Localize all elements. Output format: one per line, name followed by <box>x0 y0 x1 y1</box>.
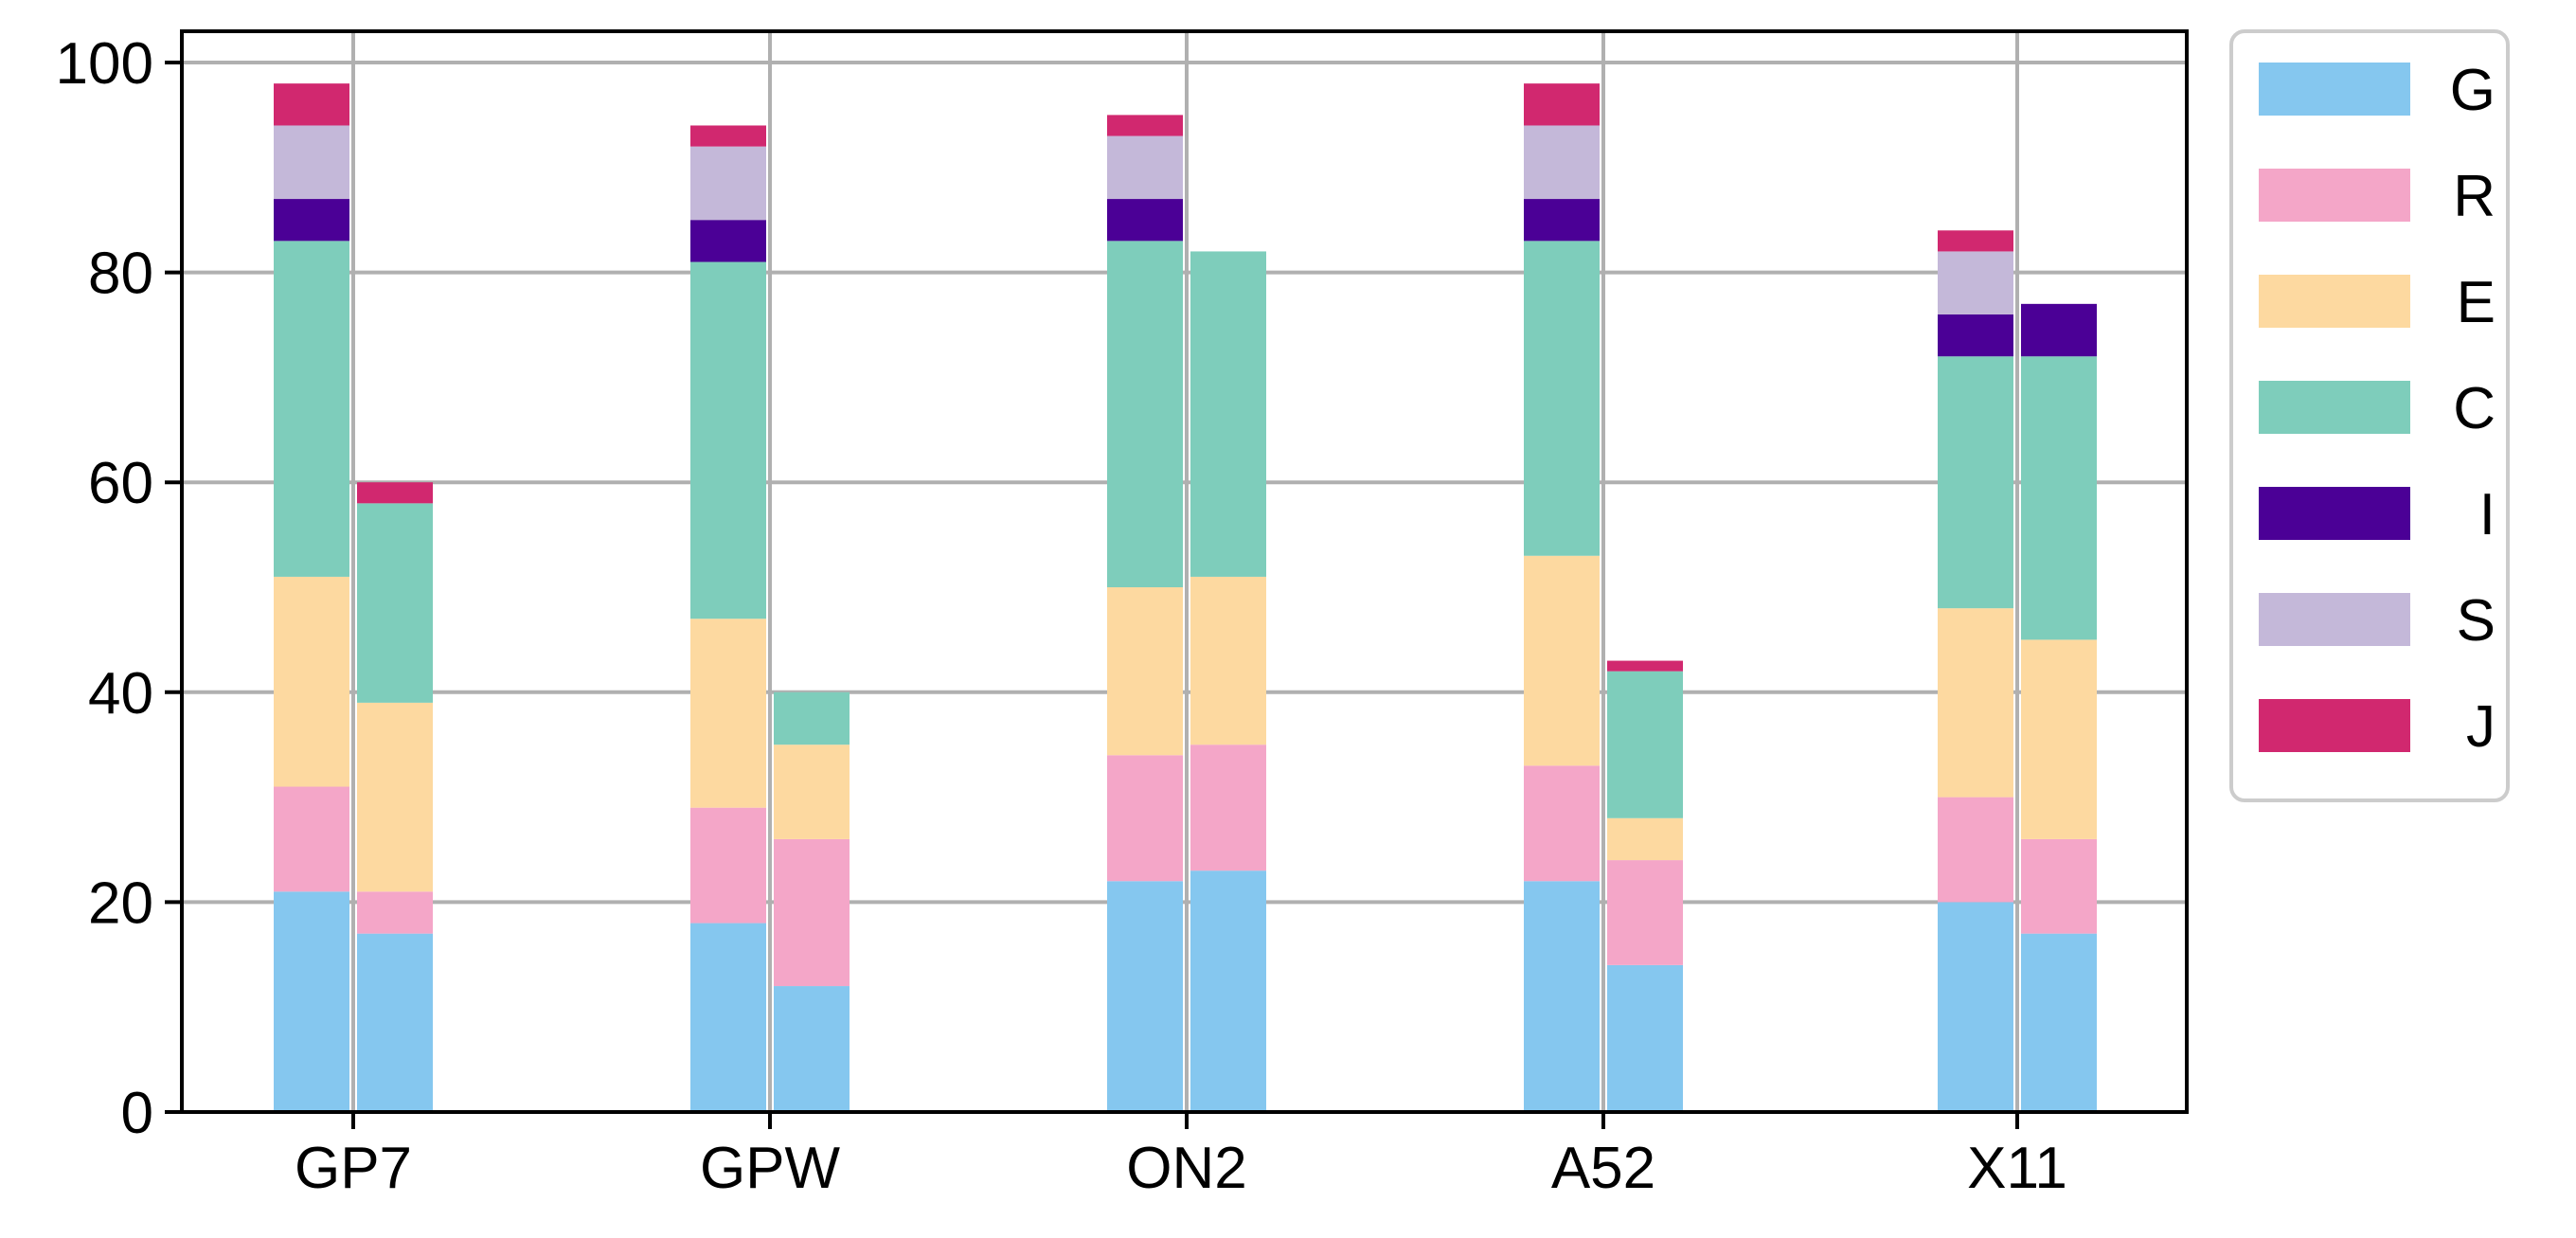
bar-segment-C-A52-left <box>1524 241 1600 556</box>
bar-segment-G-ON2-right <box>1190 870 1266 1112</box>
bar-segment-S-A52-left <box>1524 125 1600 200</box>
bar-segment-J-GP7-left <box>274 83 349 126</box>
bar-segment-G-X11-left <box>1938 902 2013 1112</box>
x-tick-label: X11 <box>1967 1136 2067 1201</box>
bars <box>274 83 2097 1112</box>
bar-segment-C-ON2-right <box>1190 251 1266 577</box>
legend-label-E: E <box>2457 270 2496 335</box>
bar-segment-R-GPW-left <box>690 807 766 924</box>
bar-segment-G-GP7-left <box>274 891 349 1112</box>
x-tick-label: A52 <box>1551 1136 1655 1201</box>
y-tick-label: 0 <box>121 1081 153 1146</box>
bar-segment-G-GPW-right <box>774 986 850 1112</box>
bar-segment-J-ON2-left <box>1107 115 1183 136</box>
bar-segment-C-A52-right <box>1607 671 1683 818</box>
y-tick-label: 40 <box>88 661 153 727</box>
y-tick-label: 60 <box>88 451 153 516</box>
bar-segment-G-GP7-right <box>357 933 433 1112</box>
bar-segment-E-X11-left <box>1938 608 2013 798</box>
bar-segment-E-A52-left <box>1524 555 1600 766</box>
x-tick-label: GPW <box>700 1136 841 1201</box>
bar-segment-J-A52-left <box>1524 83 1600 126</box>
y-axis: 0 20 40 60 80 100 <box>56 31 182 1146</box>
bar-segment-I-GP7-left <box>274 199 349 242</box>
bar-segment-E-ON2-left <box>1107 587 1183 756</box>
legend-label-I: I <box>2479 482 2496 547</box>
bar-segment-C-GP7-right <box>357 503 433 703</box>
legend-swatch-J <box>2259 699 2410 752</box>
bar-segment-R-GP7-right <box>357 891 433 934</box>
bar-segment-I-ON2-left <box>1107 199 1183 242</box>
legend-label-R: R <box>2453 164 2496 229</box>
bar-segment-R-X11-left <box>1938 797 2013 903</box>
bar-segment-C-X11-left <box>1938 356 2013 609</box>
bar-segment-E-GP7-right <box>357 702 433 892</box>
bar-segment-I-A52-left <box>1524 199 1600 242</box>
legend-swatch-C <box>2259 381 2410 434</box>
grid <box>182 31 2187 1112</box>
legend-swatch-S <box>2259 593 2410 646</box>
bar-segment-R-A52-right <box>1607 860 1683 965</box>
bar-segment-J-GP7-right <box>357 482 433 504</box>
bar-segment-I-X11-left <box>1938 314 2013 357</box>
bar-segment-J-X11-left <box>1938 230 2013 252</box>
bar-segment-E-GPW-left <box>690 619 766 808</box>
bar-segment-C-GPW-right <box>774 691 850 745</box>
bar-segment-C-GP7-left <box>274 241 349 577</box>
bar-segment-G-X11-right <box>2021 933 2097 1112</box>
bar-segment-S-GP7-left <box>274 125 349 200</box>
bar-segment-G-A52-left <box>1524 881 1600 1112</box>
legend-label-C: C <box>2453 376 2496 441</box>
legend-label-S: S <box>2457 588 2496 654</box>
bar-segment-C-X11-right <box>2021 356 2097 640</box>
y-tick-label: 80 <box>88 242 153 307</box>
bar-segment-I-GPW-left <box>690 220 766 262</box>
y-tick-label: 100 <box>56 31 153 97</box>
legend-swatch-E <box>2259 275 2410 328</box>
bar-segment-E-ON2-right <box>1190 576 1266 745</box>
bar-segment-R-GP7-left <box>274 786 349 892</box>
bar-segment-E-X11-right <box>2021 639 2097 839</box>
bar-segment-E-GPW-right <box>774 745 850 839</box>
bar-segment-E-GP7-left <box>274 576 349 787</box>
bar-segment-R-A52-left <box>1524 765 1600 882</box>
bar-segment-R-ON2-left <box>1107 755 1183 882</box>
bar-segment-I-X11-right <box>2021 303 2097 357</box>
x-tick-label: ON2 <box>1126 1136 1246 1201</box>
y-tick-label: 20 <box>88 870 153 936</box>
bar-segment-J-GPW-left <box>690 125 766 147</box>
legend-label-J: J <box>2466 694 2496 760</box>
x-tick-label: GP7 <box>295 1136 412 1201</box>
bar-segment-R-GPW-right <box>774 838 850 987</box>
legend-swatch-G <box>2259 63 2410 116</box>
x-axis: GP7 GPW ON2 A52 X11 <box>295 1112 2067 1201</box>
bar-segment-S-GPW-left <box>690 146 766 221</box>
bar-segment-C-GPW-left <box>690 261 766 619</box>
legend-swatch-R <box>2259 169 2410 222</box>
bar-segment-G-GPW-left <box>690 923 766 1112</box>
bar-segment-J-A52-right <box>1607 660 1683 672</box>
bar-segment-S-X11-left <box>1938 251 2013 314</box>
legend-label-G: G <box>2450 58 2496 123</box>
bar-segment-E-A52-right <box>1607 817 1683 861</box>
bar-segment-S-ON2-left <box>1107 135 1183 200</box>
bar-segment-C-ON2-left <box>1107 241 1183 588</box>
bar-segment-G-A52-right <box>1607 964 1683 1112</box>
bar-segment-R-X11-right <box>2021 838 2097 934</box>
bar-segment-G-ON2-left <box>1107 881 1183 1112</box>
bar-segment-R-ON2-right <box>1190 745 1266 871</box>
legend-swatch-I <box>2259 487 2410 540</box>
plot-frame <box>180 29 2189 1114</box>
